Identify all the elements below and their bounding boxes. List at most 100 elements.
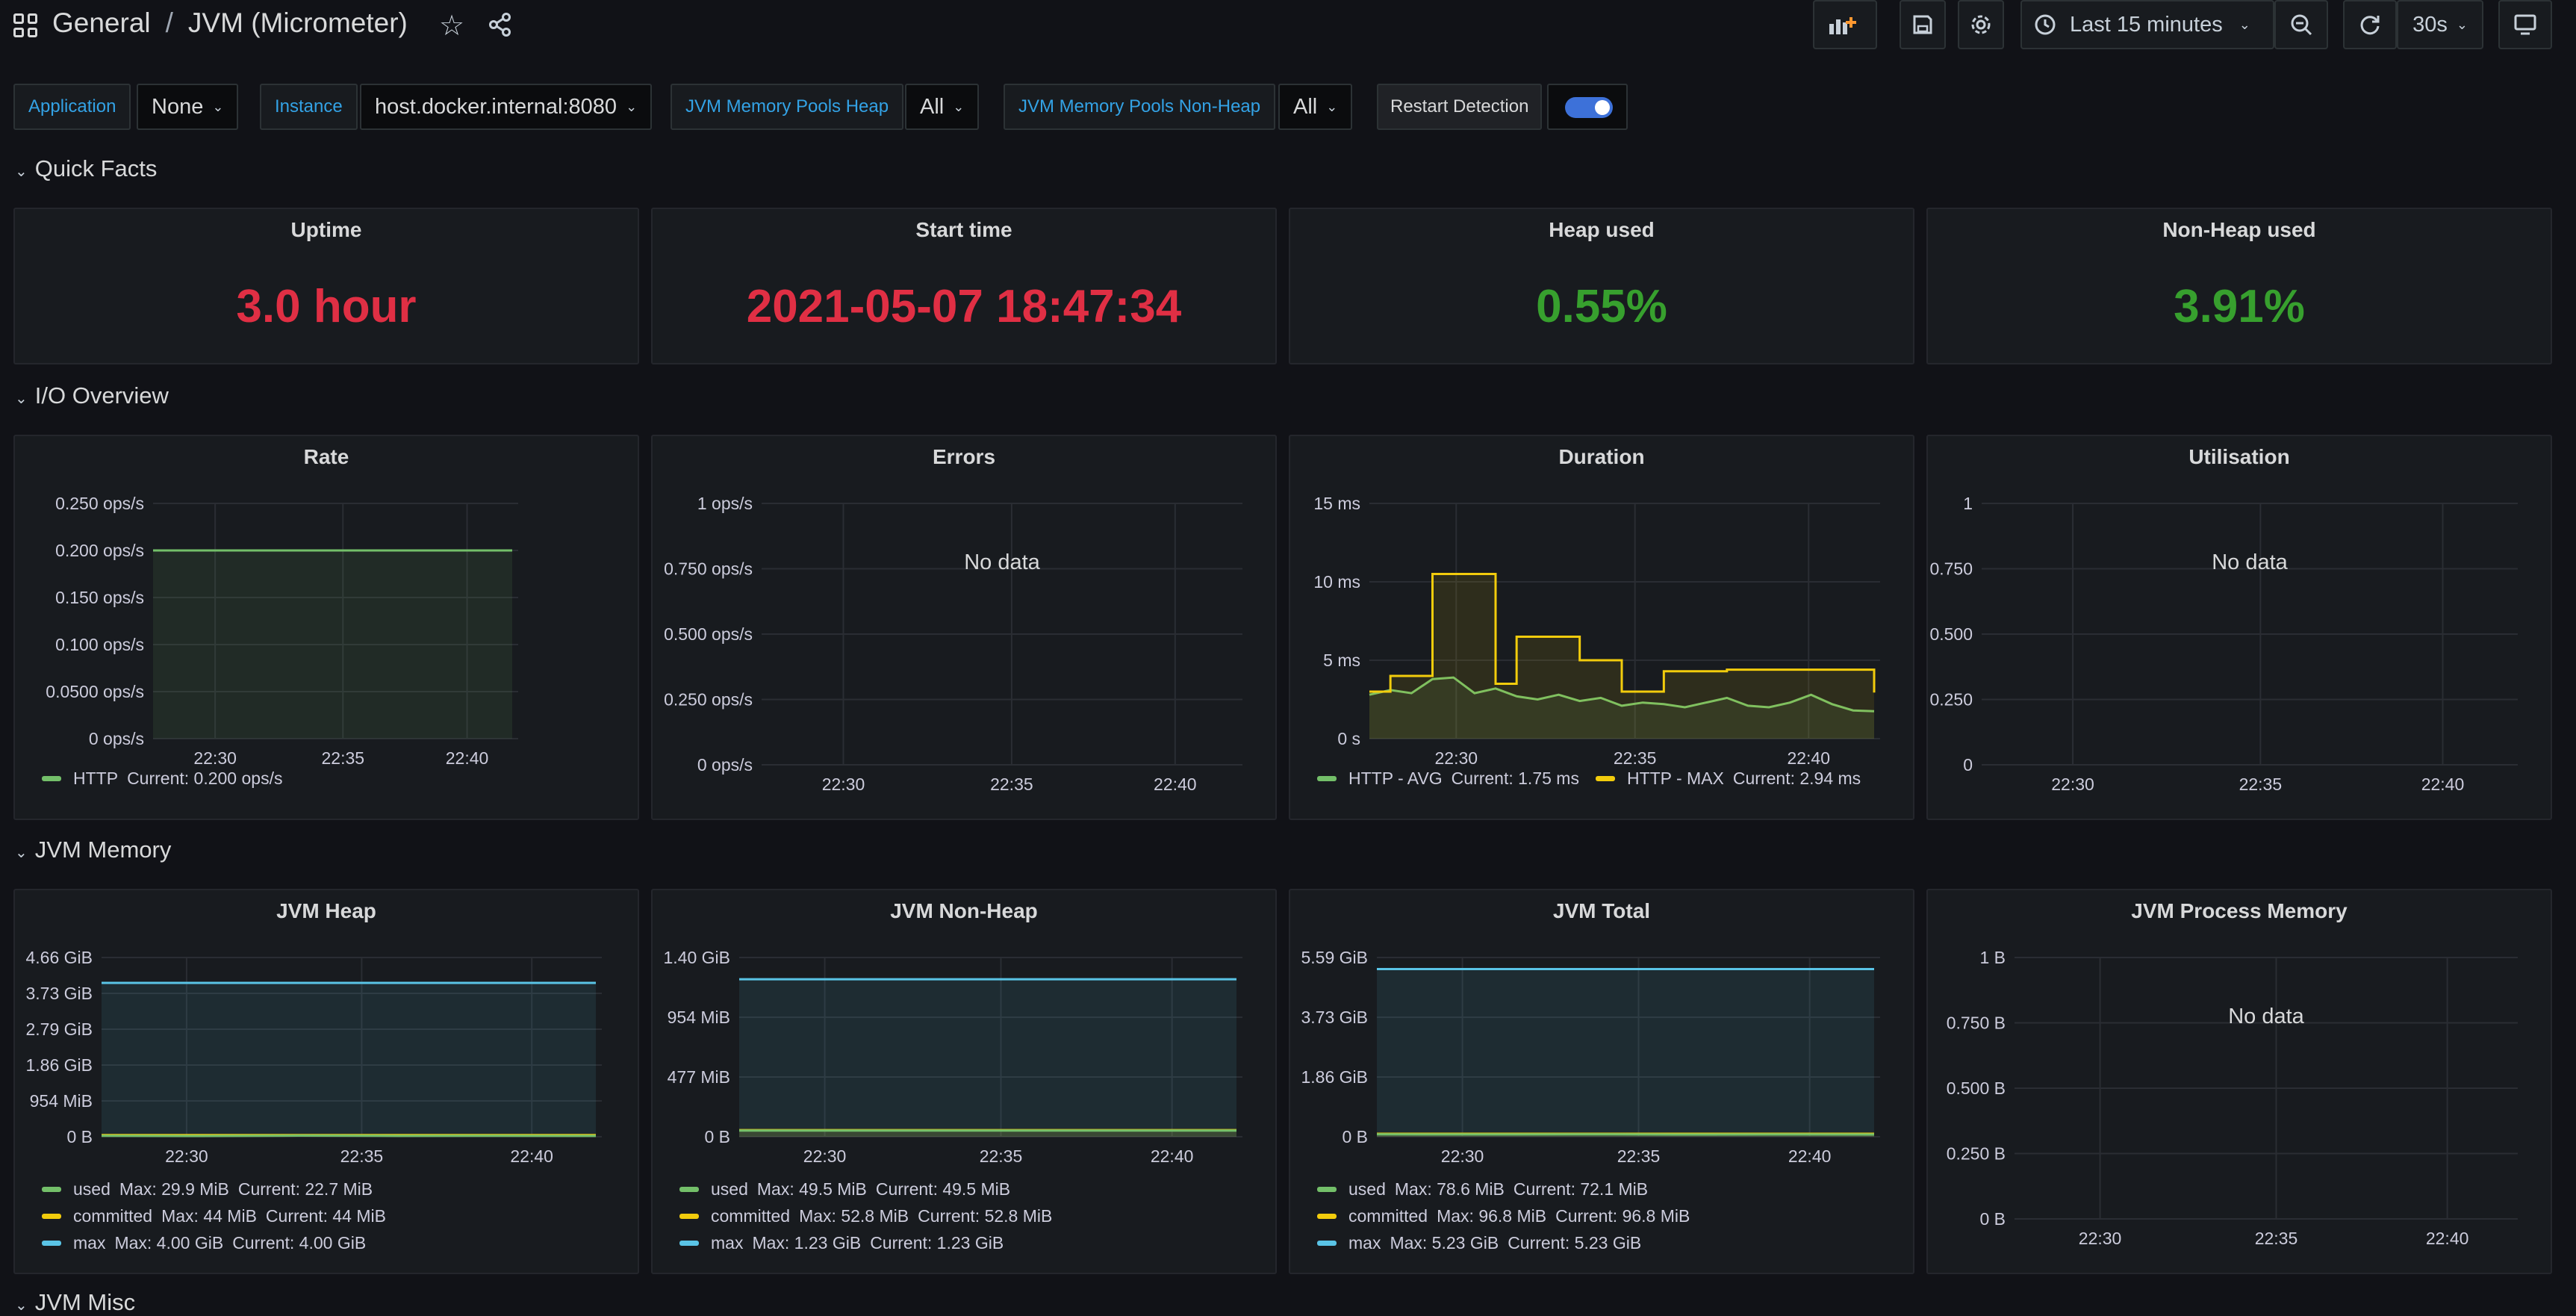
instance-variable-select[interactable]: host.docker.internal:8080⌄ xyxy=(360,84,652,130)
y-tick-label: 954 MiB xyxy=(668,1008,730,1027)
y-tick-label: 0 B xyxy=(66,1127,93,1146)
x-tick-label: 22:40 xyxy=(446,748,489,768)
heap-pools-variable-select[interactable]: All⌄ xyxy=(905,84,979,130)
x-tick-label: 22:40 xyxy=(1151,1146,1194,1166)
y-tick-label: 0.500 xyxy=(1929,624,1973,644)
legend-current: Current: 49.5 MiB xyxy=(876,1179,1010,1199)
legend-current: Current: 72.1 MiB xyxy=(1513,1179,1648,1199)
row-io-overview[interactable]: ⌄I/O Overview xyxy=(15,382,169,409)
chevron-down-icon: ⌄ xyxy=(953,99,964,115)
x-tick-label: 22:35 xyxy=(1617,1146,1661,1166)
x-tick-label: 22:40 xyxy=(2426,1229,2469,1248)
star-icon[interactable]: ☆ xyxy=(439,9,464,43)
legend-current: Current: 5.23 GiB xyxy=(1508,1233,1641,1253)
top-bar: General / JVM (Micrometer) ☆ Last 15 minut… xyxy=(0,0,2576,54)
dashboard-settings-button[interactable] xyxy=(1958,0,2004,49)
chevron-down-icon: ⌄ xyxy=(212,99,223,115)
row-jvm-memory[interactable]: ⌄ JVM Memory xyxy=(15,837,171,863)
legend-swatch xyxy=(42,1214,61,1219)
dashboard-title[interactable]: JVM (Micrometer) xyxy=(188,7,408,38)
x-tick-label: 22:35 xyxy=(2255,1229,2298,1248)
y-tick-label: 0.250 ops/s xyxy=(55,494,144,513)
legend-series-name[interactable]: HTTP - MAX xyxy=(1627,769,1724,789)
legend-series-name[interactable]: max xyxy=(1348,1233,1381,1253)
y-tick-label: 15 ms xyxy=(1313,494,1360,513)
legend-series-name[interactable]: max xyxy=(711,1233,743,1253)
x-tick-label: 22:35 xyxy=(980,1146,1023,1166)
y-tick-label: 0.750 B xyxy=(1947,1014,2006,1033)
legend-series-name[interactable]: committed xyxy=(73,1206,152,1226)
time-picker-button[interactable]: Last 15 minutes ⌄ xyxy=(2020,0,2274,49)
stat-panel-heap-used[interactable]: Heap used 0.55% xyxy=(1289,208,1914,364)
legend-series-name[interactable]: HTTP xyxy=(73,769,118,789)
restart-detection-toggle[interactable] xyxy=(1565,97,1613,118)
row-quick-facts[interactable]: ⌄Quick Facts xyxy=(15,155,157,182)
row-jvm-memory-label: JVM Memory xyxy=(35,837,172,863)
nonheap-pools-variable-select[interactable]: All⌄ xyxy=(1278,84,1352,130)
chevron-down-icon: ⌄ xyxy=(15,845,28,861)
application-variable-select[interactable]: None ⌄ xyxy=(137,84,238,130)
zoom-out-button[interactable] xyxy=(2274,0,2328,49)
stat-panel-start-time[interactable]: Start time 2021-05-07 18:47:34 xyxy=(651,208,1277,364)
add-panel-icon xyxy=(1828,13,1862,36)
dashboards-grid-icon[interactable] xyxy=(13,13,37,37)
application-variable-value: None xyxy=(152,95,203,120)
legend-series-name[interactable]: committed xyxy=(1348,1206,1428,1226)
legend-series-name[interactable]: HTTP - AVG xyxy=(1348,769,1443,789)
breadcrumb-folder[interactable]: General xyxy=(52,7,151,38)
y-tick-label: 0.250 ops/s xyxy=(664,690,753,710)
instance-variable-label: Instance xyxy=(260,84,358,130)
legend-series-name[interactable]: used xyxy=(711,1179,748,1199)
legend-stat: Current: 0.200 ops/s xyxy=(127,769,282,789)
legend-stat: Max: 29.9 MiB xyxy=(119,1179,229,1199)
x-tick-label: 22:35 xyxy=(990,775,1033,794)
no-data-message: No data xyxy=(1982,550,2518,575)
y-tick-label: 2.79 GiB xyxy=(26,1019,93,1039)
chevron-down-icon: ⌄ xyxy=(15,391,28,407)
y-tick-label: 1.86 GiB xyxy=(26,1055,93,1075)
legend-series-name[interactable]: used xyxy=(73,1179,111,1199)
breadcrumb-separator: / xyxy=(166,7,173,38)
legend-swatch xyxy=(679,1241,699,1246)
tv-mode-button[interactable] xyxy=(2498,0,2552,49)
y-tick-label: 0.500 ops/s xyxy=(664,624,753,644)
series-area xyxy=(1369,574,1874,739)
y-tick-label: 4.66 GiB xyxy=(26,948,93,967)
panel-title: Heap used xyxy=(1290,218,1913,242)
y-tick-label: 0.250 B xyxy=(1947,1144,2006,1164)
stat-panel-uptime[interactable]: Uptime 3.0 hour xyxy=(13,208,639,364)
legend-current: Current: 44 MiB xyxy=(266,1206,386,1226)
legend-stat: Max: 1.23 GiB xyxy=(752,1233,861,1253)
legend-swatch xyxy=(1317,1241,1337,1246)
stat-value: 3.91% xyxy=(1928,280,2551,333)
add-panel-button[interactable] xyxy=(1813,0,1877,49)
stat-panel-non-heap-used[interactable]: Non-Heap used 3.91% xyxy=(1926,208,2552,364)
refresh-button[interactable] xyxy=(2343,0,2397,49)
legend-series-name[interactable]: max xyxy=(73,1233,105,1253)
share-icon[interactable] xyxy=(488,12,512,44)
row-jvm-misc[interactable]: ⌄JVM Misc xyxy=(15,1289,135,1316)
chart-legend: HTTP Current: 0.200 ops/s xyxy=(42,765,282,792)
y-tick-label: 0 ops/s xyxy=(89,729,144,748)
chevron-down-icon: ⌄ xyxy=(1326,99,1337,115)
legend-series-name[interactable]: used xyxy=(1348,1179,1386,1199)
legend-swatch xyxy=(42,1241,61,1246)
save-dashboard-button[interactable] xyxy=(1900,0,1946,49)
y-tick-label: 0.250 xyxy=(1929,690,1973,710)
refresh-interval-picker[interactable]: 30s ⌄ xyxy=(2397,0,2483,49)
legend-stat: Max: 4.00 GiB xyxy=(114,1233,223,1253)
legend-series-name[interactable]: committed xyxy=(711,1206,790,1226)
